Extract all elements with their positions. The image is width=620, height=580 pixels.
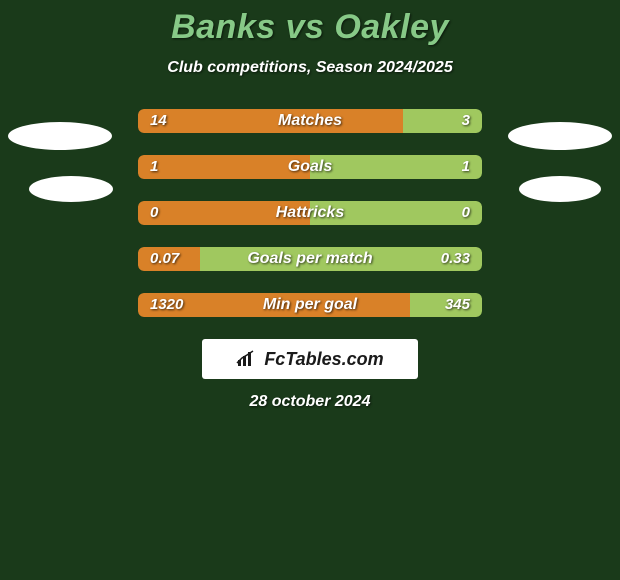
bar-right [410,293,482,317]
bar-right [403,109,482,133]
stat-row: Goals per match0.070.33 [0,247,620,271]
avatar-placeholder [519,176,601,202]
stat-row: Min per goal1320345 [0,293,620,317]
bar-left [138,293,410,317]
stat-row: Hattricks00 [0,201,620,225]
bar-track [138,247,482,271]
bar-right [310,155,482,179]
bar-track [138,109,482,133]
bar-right [200,247,482,271]
bar-left [138,109,403,133]
avatar-placeholder [508,122,612,150]
date-text: 28 october 2024 [0,393,620,411]
bar-right [310,201,482,225]
comparison-card: Banks vs Oakley Club competitions, Seaso… [0,0,620,580]
page-title: Banks vs Oakley [0,0,620,47]
bar-left [138,201,310,225]
bar-track [138,293,482,317]
bar-left [138,247,200,271]
stat-row: Goals11 [0,155,620,179]
bar-track [138,201,482,225]
avatar-placeholder [8,122,112,150]
bar-chart-icon [236,350,258,368]
subtitle: Club competitions, Season 2024/2025 [0,59,620,77]
brand-text: FcTables.com [264,349,383,370]
bar-left [138,155,310,179]
brand-logo[interactable]: FcTables.com [202,339,418,379]
avatar-placeholder [29,176,113,202]
bar-track [138,155,482,179]
